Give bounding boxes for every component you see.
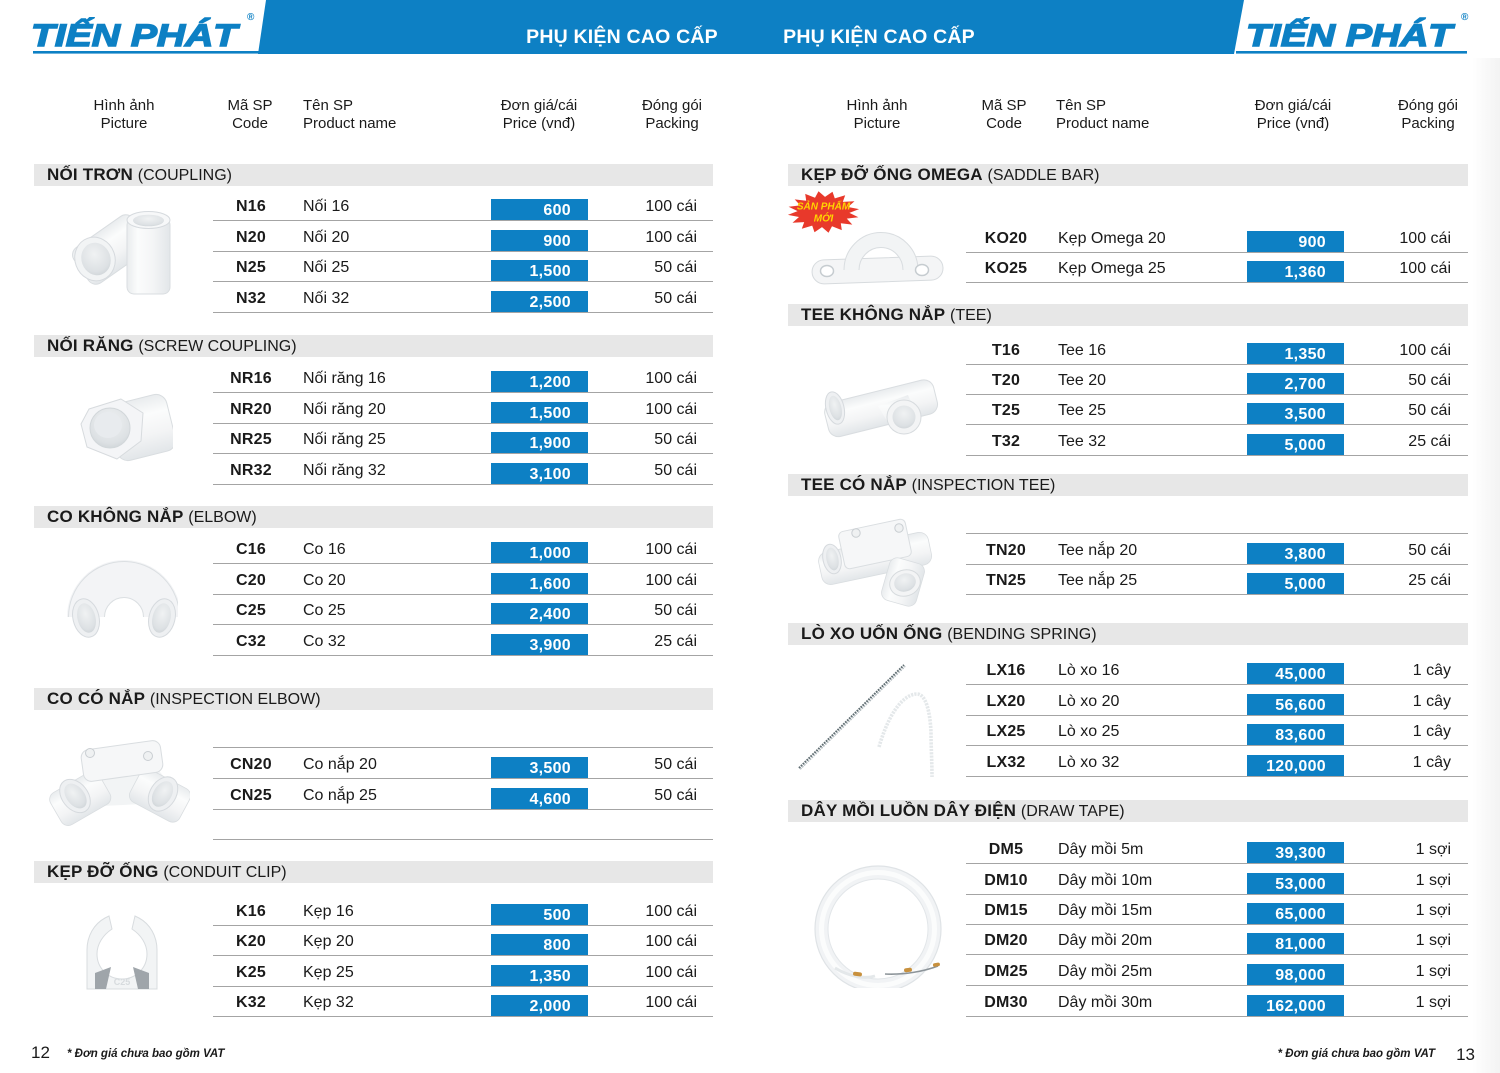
svg-text:C25: C25 [114, 977, 131, 987]
svg-text:SẢN PHẨM: SẢN PHẨM [797, 200, 851, 213]
svg-text:MỚI: MỚI [814, 212, 834, 225]
